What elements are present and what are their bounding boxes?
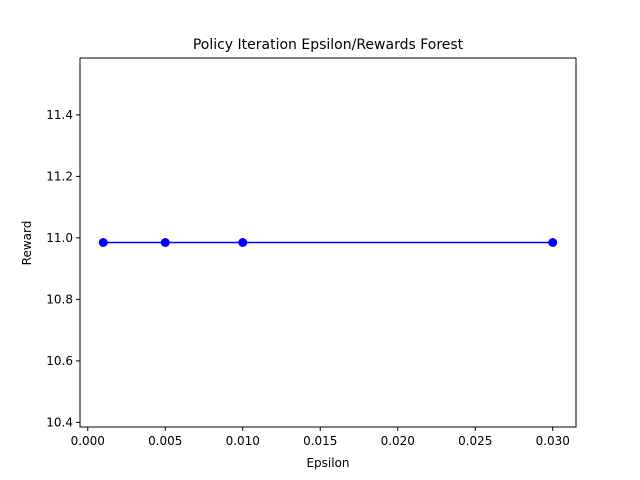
y-tick-label: 11.2 — [46, 169, 73, 183]
x-tick-label: 0.010 — [226, 434, 260, 448]
x-axis: 0.000 0.005 0.010 0.015 0.020 0.025 0.030 — [71, 427, 570, 448]
x-tick-label: 0.020 — [381, 434, 415, 448]
x-axis-label: Epsilon — [306, 456, 349, 470]
plot-frame — [79, 57, 577, 428]
x-tick-label: 0.015 — [303, 434, 337, 448]
y-tick-label: 11.4 — [46, 108, 73, 122]
data-point — [160, 238, 170, 247]
data-point — [548, 238, 558, 247]
chart-title: Policy Iteration Epsilon/Rewards Forest — [193, 37, 464, 53]
data-point — [98, 238, 108, 247]
x-tick-label: 0.030 — [536, 434, 570, 448]
y-tick-label: 10.4 — [46, 415, 73, 429]
y-tick-label: 10.6 — [46, 354, 73, 368]
x-tick-label: 0.025 — [458, 434, 492, 448]
y-tick-label: 10.8 — [46, 292, 73, 306]
data-point — [238, 238, 248, 247]
x-tick-label: 0.005 — [148, 434, 182, 448]
x-tick-label: 0.000 — [71, 434, 105, 448]
y-tick-label: 11.0 — [46, 231, 73, 245]
series-layer — [98, 238, 558, 247]
y-axis-label: Reward — [20, 221, 34, 266]
y-axis: 10.4 10.6 10.8 11.0 11.2 11.4 — [46, 108, 80, 429]
